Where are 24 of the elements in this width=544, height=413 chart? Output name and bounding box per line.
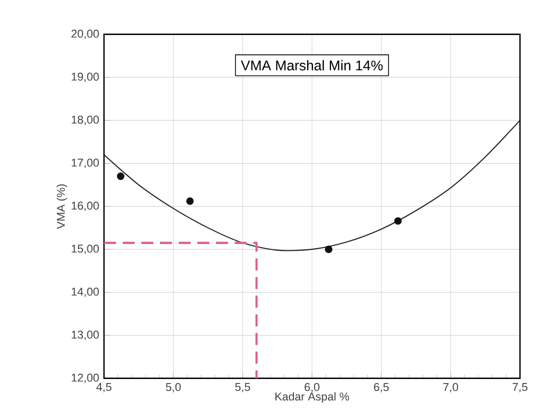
y-tick-label: 13,00 bbox=[72, 330, 99, 340]
y-tick-label: 19,00 bbox=[72, 72, 99, 82]
y-tick-label: 14,00 bbox=[72, 288, 99, 297]
x-tick-label: 6,0 bbox=[304, 383, 320, 392]
x-axis-title: Kadar Aspal % bbox=[275, 392, 350, 403]
x-tick-label: 6,5 bbox=[374, 383, 389, 392]
y-tick-label: 12,00 bbox=[72, 374, 99, 383]
y-tick-label: 17,00 bbox=[72, 158, 99, 168]
x-tick-label: 7,5 bbox=[512, 383, 528, 392]
x-tick-label: 7,0 bbox=[443, 383, 458, 392]
x-tick-label: 5,5 bbox=[235, 383, 250, 392]
annotation: VMA Marshal Min 14% bbox=[240, 60, 383, 70]
y-tick-label: 18,00 bbox=[72, 116, 99, 125]
line-series bbox=[104, 120, 520, 252]
y-tick-label: 20,00 bbox=[71, 30, 99, 40]
y-axis-title: VMA (%) bbox=[56, 184, 68, 229]
point bbox=[186, 197, 194, 205]
point bbox=[394, 217, 402, 225]
x-tick-label: 4,5 bbox=[96, 383, 112, 392]
point bbox=[116, 172, 124, 180]
point bbox=[324, 246, 332, 254]
x-tick-label: 5,0 bbox=[166, 383, 181, 392]
y-tick-label: 16,00 bbox=[72, 202, 99, 211]
y-tick-label: 15,00 bbox=[72, 244, 99, 254]
